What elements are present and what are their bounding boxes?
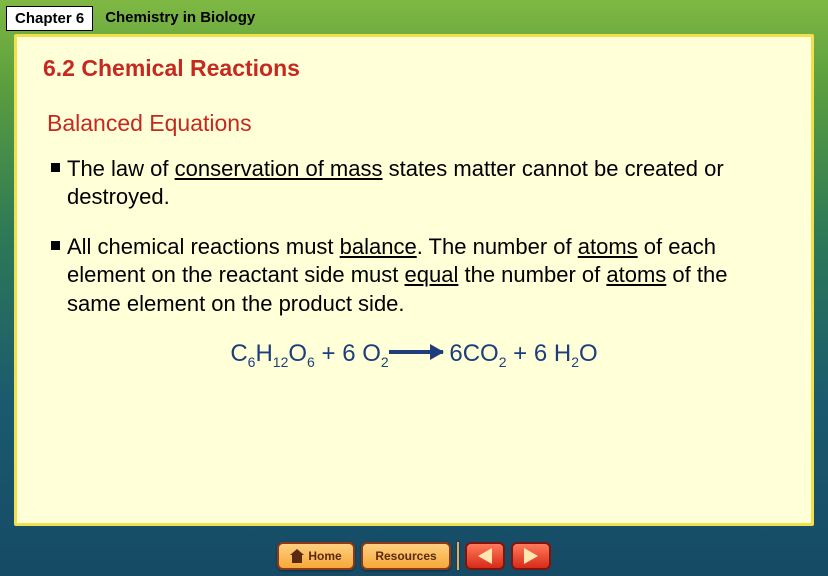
eq-plus: +: [507, 340, 534, 367]
underline-text: atoms: [606, 262, 666, 287]
content-panel: 6.2 Chemical Reactions Balanced Equation…: [14, 34, 814, 526]
chemical-equation: C6H12O6 + 6 O2 6CO2 + 6 H2O: [17, 340, 811, 370]
bullet-text: the number of: [458, 262, 606, 287]
eq-sub: 6: [307, 354, 315, 370]
eq-sub: 12: [273, 354, 289, 370]
underline-text: conservation of mass: [175, 156, 383, 181]
eq-term: O: [579, 340, 598, 367]
section-title: 6.2 Chemical Reactions: [17, 37, 811, 86]
home-button[interactable]: Home: [277, 542, 355, 570]
eq-sub: 2: [571, 354, 579, 370]
arrow-left-icon: [478, 548, 492, 564]
navigation-bar: Home Resources: [0, 536, 828, 576]
sub-title: Balanced Equations: [17, 86, 811, 145]
home-icon: [290, 549, 304, 563]
nav-separator: [457, 542, 459, 570]
underline-text: balance: [340, 234, 417, 259]
home-label: Home: [308, 549, 341, 563]
resources-label: Resources: [375, 549, 436, 563]
next-button[interactable]: [511, 542, 551, 570]
eq-term: H: [255, 340, 272, 367]
slide-header: Chapter 6 Chemistry in Biology: [0, 0, 828, 31]
bullet-list: The law of conservation of mass states m…: [17, 145, 811, 318]
eq-term: 6 O: [342, 340, 381, 367]
bullet-text: . The number of: [417, 234, 578, 259]
underline-text: equal: [405, 262, 459, 287]
chapter-label-box: Chapter 6: [6, 6, 93, 31]
eq-term: O: [288, 340, 307, 367]
bullet-item: The law of conservation of mass states m…: [51, 155, 781, 211]
bullet-text: All chemical reactions must: [67, 234, 340, 259]
eq-plus: +: [315, 340, 342, 367]
eq-term: C: [230, 340, 247, 367]
eq-term: 6CO: [443, 340, 499, 367]
reaction-arrow-icon: [389, 350, 443, 354]
bullet-item: All chemical reactions must balance. The…: [51, 233, 781, 317]
resources-button[interactable]: Resources: [361, 542, 451, 570]
prev-button[interactable]: [465, 542, 505, 570]
arrow-right-icon: [524, 548, 538, 564]
eq-sub: 2: [381, 354, 389, 370]
chapter-label: Chapter 6: [15, 10, 84, 27]
chapter-title: Chemistry in Biology: [105, 6, 255, 31]
underline-text: atoms: [578, 234, 638, 259]
bullet-text: The law of: [67, 156, 175, 181]
eq-sub: 2: [499, 354, 507, 370]
eq-term: 6 H: [534, 340, 571, 367]
